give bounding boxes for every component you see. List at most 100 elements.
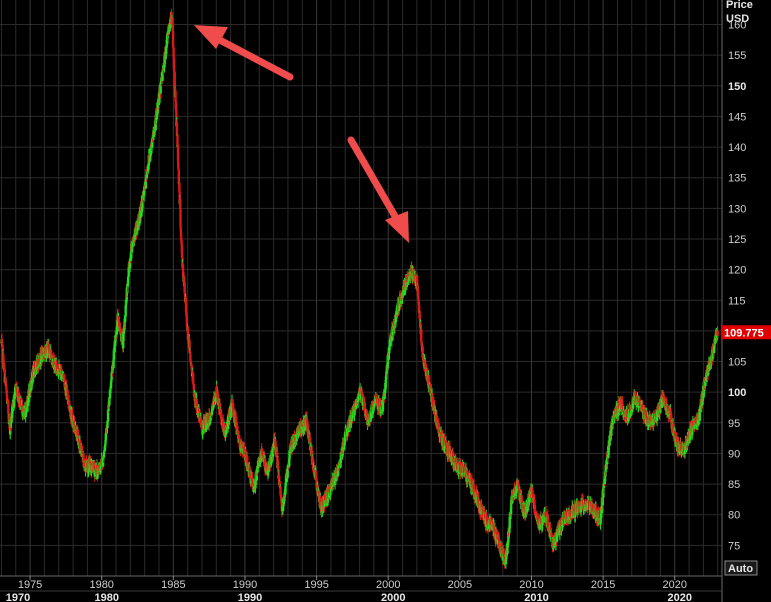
candle-body <box>195 399 198 410</box>
candle-body <box>281 505 285 512</box>
candle-body <box>205 417 208 429</box>
candle-body <box>586 501 589 508</box>
candle-body <box>68 400 71 408</box>
candle-body <box>74 425 78 433</box>
candle-body <box>111 365 114 374</box>
candle-body <box>417 305 421 313</box>
candle-body <box>500 542 503 553</box>
candle-body <box>672 423 675 434</box>
candle-body <box>113 341 116 353</box>
candle-body <box>182 276 186 286</box>
candle-body <box>170 12 173 22</box>
candle-body <box>644 419 648 424</box>
candle-body <box>652 421 655 425</box>
candle-body <box>198 409 201 412</box>
candle-body <box>108 388 112 399</box>
candle-body <box>384 375 388 380</box>
candle-body <box>667 410 670 412</box>
candle-body <box>179 209 182 228</box>
candle-body <box>595 507 598 510</box>
candle-body <box>319 497 322 509</box>
candle-body <box>123 317 127 323</box>
candle-body <box>129 252 133 261</box>
candle-body <box>456 462 459 470</box>
candle-body <box>323 493 327 501</box>
candle-body <box>243 447 246 454</box>
candle-body <box>256 464 260 468</box>
candle-body <box>144 178 147 189</box>
candle-body <box>514 491 517 495</box>
candle-body <box>295 432 298 441</box>
candle-body <box>219 409 223 414</box>
candle-body <box>190 367 194 377</box>
candle-body <box>275 452 279 457</box>
candle-body <box>350 412 353 424</box>
candle-body <box>171 31 175 47</box>
candle-body <box>232 407 235 417</box>
candle-body <box>198 412 202 419</box>
candle-body <box>390 335 393 342</box>
candle-body <box>126 276 130 284</box>
candle-body <box>185 316 189 326</box>
candle-body <box>176 134 179 147</box>
candle-body <box>357 395 361 402</box>
candle-body <box>1 344 4 348</box>
candle-body <box>106 409 110 422</box>
candle-body <box>417 301 420 306</box>
candle-body <box>143 186 146 191</box>
candle-body <box>546 517 550 531</box>
candle-body <box>267 468 270 472</box>
candle-body <box>533 499 536 506</box>
candle-body <box>676 438 679 444</box>
candle-body <box>174 102 178 110</box>
candle-body <box>222 419 225 431</box>
candles <box>0 8 719 569</box>
candle-body <box>131 245 134 248</box>
candle-body <box>117 316 120 322</box>
candle-body <box>192 386 196 396</box>
candle-body <box>518 489 522 493</box>
candle-body <box>443 438 446 448</box>
candle-body <box>184 303 188 312</box>
candle-body <box>112 359 115 369</box>
candle-body <box>660 399 663 408</box>
candle-body <box>174 90 177 103</box>
grid <box>0 0 723 602</box>
candle-body <box>379 411 383 414</box>
candle-body <box>28 385 32 398</box>
candle-body <box>217 397 220 401</box>
candle-body <box>101 456 105 467</box>
candle-body <box>353 404 356 416</box>
candle-body <box>186 326 190 340</box>
candle-body <box>641 405 644 409</box>
candle-body <box>343 433 347 442</box>
candle-body <box>141 195 144 209</box>
candle-body <box>82 453 85 463</box>
candle-body <box>147 163 150 170</box>
candle-body <box>365 410 368 419</box>
candle-body <box>173 70 176 73</box>
candle-body <box>110 372 113 380</box>
candle-body <box>431 397 435 407</box>
candle-body <box>315 478 318 488</box>
candle-body <box>604 460 608 470</box>
candle-body <box>274 440 277 447</box>
candle-body <box>463 467 466 475</box>
candle-body <box>236 430 240 437</box>
candle-body <box>347 424 351 433</box>
candle-body <box>386 355 389 369</box>
candle-body <box>169 21 172 29</box>
candle-body <box>418 310 421 319</box>
candle-body <box>220 413 223 420</box>
candle-body <box>277 465 280 472</box>
candle-body <box>177 169 181 184</box>
candle-body <box>278 481 282 488</box>
candle-body <box>655 414 659 421</box>
candle-body <box>11 404 14 415</box>
candle-body <box>526 503 529 513</box>
candle-body <box>173 72 176 89</box>
candle-body <box>504 558 508 560</box>
candle-body <box>284 482 287 486</box>
